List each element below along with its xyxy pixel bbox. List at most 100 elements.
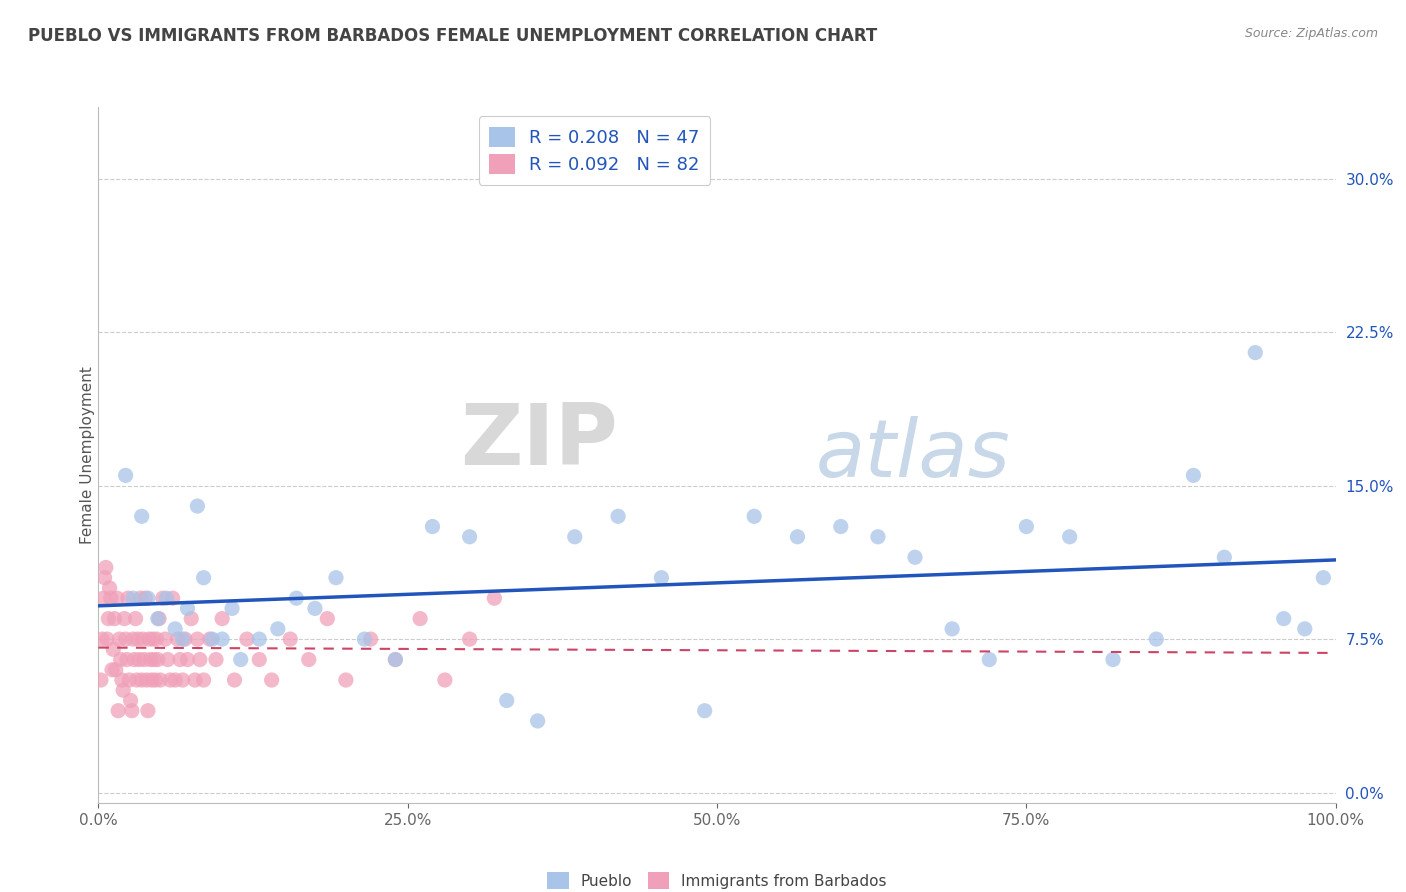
Point xyxy=(118,673,141,687)
Point xyxy=(1059,530,1081,544)
Point xyxy=(224,673,246,687)
Point xyxy=(172,673,194,687)
Text: ZIP: ZIP xyxy=(460,400,619,483)
Point xyxy=(285,591,308,606)
Point xyxy=(174,632,197,646)
Point xyxy=(205,652,228,666)
Point xyxy=(193,571,215,585)
Point xyxy=(112,683,135,698)
Point xyxy=(304,601,326,615)
Point xyxy=(742,509,765,524)
Point xyxy=(941,622,963,636)
Point xyxy=(98,581,121,595)
Point xyxy=(159,673,181,687)
Point xyxy=(125,673,148,687)
Point xyxy=(166,632,188,646)
Point xyxy=(104,663,127,677)
Point xyxy=(136,591,159,606)
Point xyxy=(1244,345,1267,359)
Point xyxy=(1144,632,1167,646)
Legend: Pueblo, Immigrants from Barbados: Pueblo, Immigrants from Barbados xyxy=(541,866,893,892)
Point xyxy=(904,550,927,565)
Point xyxy=(127,632,149,646)
Point xyxy=(134,652,156,666)
Point xyxy=(201,632,224,646)
Point xyxy=(229,652,252,666)
Point xyxy=(108,632,131,646)
Point xyxy=(866,530,889,544)
Point xyxy=(1312,571,1334,585)
Point xyxy=(122,632,145,646)
Point xyxy=(786,530,808,544)
Point xyxy=(172,632,194,646)
Point xyxy=(96,632,118,646)
Point xyxy=(979,652,1001,666)
Point xyxy=(114,632,136,646)
Text: PUEBLO VS IMMIGRANTS FROM BARBADOS FEMALE UNEMPLOYMENT CORRELATION CHART: PUEBLO VS IMMIGRANTS FROM BARBADOS FEMAL… xyxy=(28,27,877,45)
Point xyxy=(146,652,169,666)
Point xyxy=(93,571,115,585)
Point xyxy=(103,612,125,626)
Point xyxy=(409,612,432,626)
Point xyxy=(131,509,153,524)
Point xyxy=(135,673,157,687)
Point xyxy=(247,652,270,666)
Point xyxy=(128,652,150,666)
Point xyxy=(124,652,146,666)
Point xyxy=(93,591,115,606)
Point xyxy=(384,652,406,666)
Point xyxy=(122,591,145,606)
Point xyxy=(198,632,221,646)
Point xyxy=(143,673,166,687)
Point xyxy=(607,509,630,524)
Point xyxy=(360,632,382,646)
Point xyxy=(384,652,406,666)
Point xyxy=(129,591,152,606)
Point xyxy=(112,612,135,626)
Point xyxy=(155,632,177,646)
Point xyxy=(146,612,169,626)
Point xyxy=(169,652,191,666)
Point xyxy=(1294,622,1316,636)
Point xyxy=(111,673,134,687)
Point xyxy=(101,663,124,677)
Point xyxy=(148,612,170,626)
Point xyxy=(526,714,548,728)
Point xyxy=(1272,612,1295,626)
Point xyxy=(132,632,155,646)
Point xyxy=(1213,550,1236,565)
Point xyxy=(165,673,187,687)
Point xyxy=(131,673,153,687)
Point xyxy=(260,673,283,687)
Point xyxy=(458,632,481,646)
Point xyxy=(193,673,215,687)
Point xyxy=(325,571,347,585)
Point xyxy=(1015,519,1038,533)
Point xyxy=(149,673,172,687)
Point xyxy=(103,642,125,657)
Point xyxy=(145,632,167,646)
Point xyxy=(134,591,156,606)
Point xyxy=(564,530,586,544)
Point xyxy=(105,591,128,606)
Point xyxy=(100,591,122,606)
Point xyxy=(117,591,139,606)
Point xyxy=(110,652,132,666)
Point xyxy=(236,632,259,646)
Point xyxy=(184,673,207,687)
Y-axis label: Female Unemployment: Female Unemployment xyxy=(80,366,94,544)
Point xyxy=(693,704,716,718)
Point xyxy=(165,622,187,636)
Point xyxy=(353,632,375,646)
Point xyxy=(162,591,184,606)
Text: atlas: atlas xyxy=(815,416,1011,494)
Point xyxy=(221,601,243,615)
Point xyxy=(141,673,163,687)
Point xyxy=(186,632,208,646)
Point xyxy=(94,560,117,574)
Point xyxy=(1182,468,1205,483)
Point xyxy=(186,499,208,513)
Point xyxy=(107,704,129,718)
Point xyxy=(267,622,290,636)
Point xyxy=(484,591,506,606)
